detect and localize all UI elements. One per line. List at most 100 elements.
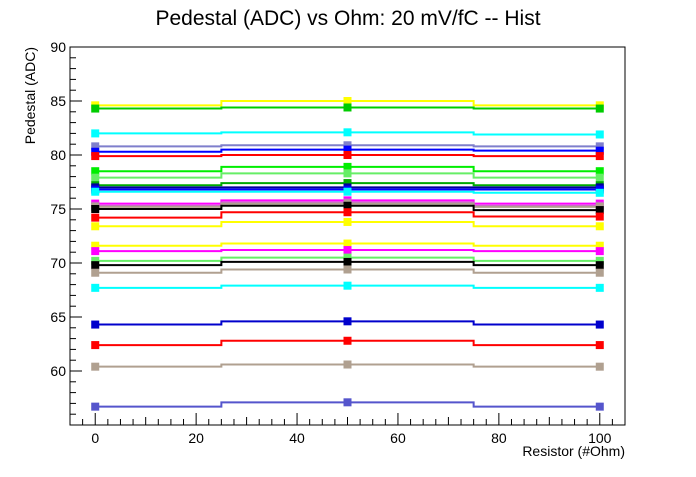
data-point bbox=[91, 268, 100, 277]
x-tick-label: 100 bbox=[588, 430, 612, 446]
data-point bbox=[343, 217, 352, 226]
data-point bbox=[595, 247, 604, 256]
x-tick-label: 0 bbox=[91, 430, 99, 446]
data-point bbox=[343, 265, 352, 274]
data-point bbox=[91, 152, 100, 161]
data-point bbox=[343, 257, 352, 266]
data-point bbox=[595, 167, 604, 176]
data-point bbox=[91, 104, 100, 113]
data-point bbox=[343, 239, 352, 248]
data-point bbox=[343, 336, 352, 345]
data-point bbox=[595, 146, 604, 155]
data-point bbox=[91, 341, 100, 350]
series-7 bbox=[91, 162, 604, 176]
series-12 bbox=[91, 187, 604, 197]
series-3 bbox=[91, 128, 604, 139]
series-22 bbox=[91, 257, 604, 270]
data-point bbox=[91, 142, 100, 151]
data-point bbox=[343, 97, 352, 105]
x-tick-label: 20 bbox=[188, 430, 204, 446]
series-line bbox=[95, 190, 600, 194]
data-point bbox=[595, 188, 604, 197]
series-26 bbox=[91, 336, 604, 350]
series-27 bbox=[91, 360, 604, 371]
series-24 bbox=[91, 281, 604, 292]
data-point bbox=[91, 261, 100, 270]
data-point bbox=[595, 268, 604, 277]
data-point bbox=[91, 362, 100, 371]
x-tick-label: 80 bbox=[491, 430, 507, 446]
y-tick-label: 90 bbox=[50, 39, 66, 55]
series-21 bbox=[91, 253, 604, 265]
data-point bbox=[91, 147, 100, 156]
data-point bbox=[91, 205, 100, 213]
series-6 bbox=[91, 151, 604, 161]
data-point bbox=[343, 253, 352, 262]
data-point bbox=[595, 222, 604, 231]
y-tick-label: 80 bbox=[50, 147, 66, 163]
data-point bbox=[91, 283, 100, 292]
y-axis-label: Pedestal (ADC) bbox=[22, 47, 38, 144]
series-5 bbox=[91, 145, 604, 156]
x-axis: 0 20 40 60 80 100 bbox=[69, 413, 626, 446]
series-23 bbox=[91, 265, 604, 277]
data-point bbox=[343, 179, 352, 188]
y-tick-label: 60 bbox=[50, 363, 66, 379]
data-point bbox=[595, 402, 604, 411]
data-point bbox=[343, 208, 352, 217]
series-19 bbox=[91, 239, 604, 250]
series-2 bbox=[91, 103, 604, 113]
data-point bbox=[343, 281, 352, 290]
data-point bbox=[343, 246, 352, 255]
data-point bbox=[91, 213, 100, 222]
y-tick-label: 75 bbox=[50, 201, 66, 217]
series-25 bbox=[91, 317, 604, 329]
data-point bbox=[595, 173, 604, 182]
data-point bbox=[91, 320, 100, 329]
series-8 bbox=[91, 169, 604, 182]
data-point bbox=[91, 222, 100, 231]
data-point bbox=[343, 145, 352, 154]
data-point bbox=[91, 256, 100, 265]
x-tick-label: 60 bbox=[390, 430, 406, 446]
series-20 bbox=[91, 246, 604, 256]
series-17 bbox=[91, 208, 604, 222]
data-point bbox=[343, 187, 352, 196]
data-point bbox=[91, 402, 100, 411]
data-point bbox=[91, 247, 100, 256]
data-point bbox=[343, 103, 352, 112]
data-point bbox=[91, 129, 100, 138]
data-point bbox=[595, 206, 604, 215]
data-point bbox=[595, 130, 604, 139]
data-point bbox=[595, 256, 604, 265]
y-tick-label: 70 bbox=[50, 255, 66, 271]
data-point bbox=[343, 360, 352, 369]
data-point bbox=[343, 151, 352, 159]
series-group bbox=[91, 97, 604, 411]
x-axis-label: Resistor (#Ohm) bbox=[522, 443, 625, 459]
data-point bbox=[595, 362, 604, 371]
y-tick-label: 65 bbox=[50, 309, 66, 325]
y-axis: 60 65 70 75 80 85 90 bbox=[50, 39, 82, 426]
series-18 bbox=[91, 217, 604, 231]
data-point bbox=[343, 398, 352, 407]
data-point bbox=[595, 241, 604, 250]
series-28 bbox=[91, 398, 604, 411]
data-point bbox=[343, 128, 352, 137]
data-point bbox=[343, 169, 352, 178]
data-point bbox=[595, 261, 604, 270]
data-point bbox=[91, 187, 100, 196]
data-point bbox=[595, 104, 604, 113]
data-point bbox=[595, 212, 604, 221]
series-16 bbox=[91, 201, 604, 215]
data-point bbox=[595, 320, 604, 329]
data-point bbox=[343, 201, 352, 210]
data-point bbox=[343, 162, 352, 171]
y-tick-label: 85 bbox=[50, 93, 66, 109]
data-point bbox=[91, 167, 100, 176]
x-tick-label: 40 bbox=[289, 430, 305, 446]
data-point bbox=[343, 317, 352, 326]
data-point bbox=[91, 241, 100, 250]
